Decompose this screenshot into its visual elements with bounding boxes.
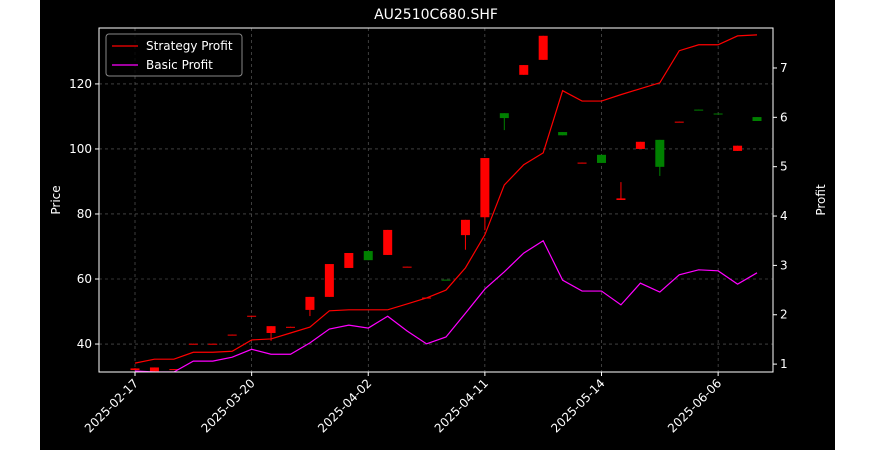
- candle-body: [577, 162, 587, 164]
- candle-body: [305, 296, 315, 310]
- legend-label: Basic Profit: [146, 58, 213, 72]
- candle-body: [733, 145, 743, 151]
- grid: [99, 28, 773, 372]
- plot-area: [130, 34, 762, 372]
- candle-body: [266, 326, 276, 333]
- y2-tick-label: 7: [780, 61, 788, 75]
- candle-body: [674, 121, 684, 123]
- candle-body: [208, 343, 218, 345]
- candle-body: [713, 113, 723, 115]
- candle-body: [247, 315, 257, 317]
- chart-title: AU2510C680.SHF: [374, 7, 498, 23]
- candle-body: [519, 65, 529, 75]
- y-axis-label: Price: [49, 185, 63, 214]
- candle-body: [363, 251, 373, 261]
- candle-body: [149, 367, 159, 372]
- profit-line: [134, 34, 758, 364]
- candle-body: [499, 113, 509, 119]
- legend-box: [105, 33, 243, 77]
- candle-body: [694, 109, 704, 111]
- y-tick-label: 40: [77, 337, 92, 351]
- candle-body: [383, 229, 393, 255]
- y2-tick-label: 2: [780, 308, 788, 322]
- candle-body: [460, 219, 470, 236]
- y-tick-label: 100: [69, 142, 92, 156]
- candle-body: [616, 198, 626, 200]
- y-tick-label: 80: [77, 207, 92, 221]
- candle-body: [635, 141, 645, 149]
- y2-tick-label: 1: [780, 357, 788, 371]
- candle-body: [597, 154, 606, 163]
- candle-body: [558, 132, 568, 136]
- candle-body: [441, 279, 451, 281]
- y2-axis-label: Profit: [814, 184, 828, 216]
- y2-tick-label: 4: [780, 209, 788, 223]
- y2-tick-label: 6: [780, 110, 788, 124]
- legend-label: Strategy Profit: [146, 39, 233, 53]
- candle-body: [344, 252, 354, 268]
- plot-frame: [98, 27, 774, 373]
- y-tick-label: 120: [69, 77, 92, 91]
- candle-body: [538, 35, 548, 60]
- candle-body: [402, 266, 412, 268]
- candle-body: [227, 334, 237, 336]
- candle-body: [480, 158, 490, 218]
- candle-body: [752, 117, 762, 121]
- y2-tick-label: 3: [780, 258, 788, 272]
- candle-body: [169, 369, 179, 371]
- candle-body: [655, 139, 665, 167]
- candle-body: [188, 343, 198, 345]
- profit-line: [134, 239, 758, 372]
- y2-tick-label: 5: [780, 160, 788, 174]
- candle-body: [324, 264, 334, 297]
- candle-body: [130, 368, 140, 371]
- y-tick-label: 60: [77, 272, 92, 286]
- candle-body: [286, 326, 295, 328]
